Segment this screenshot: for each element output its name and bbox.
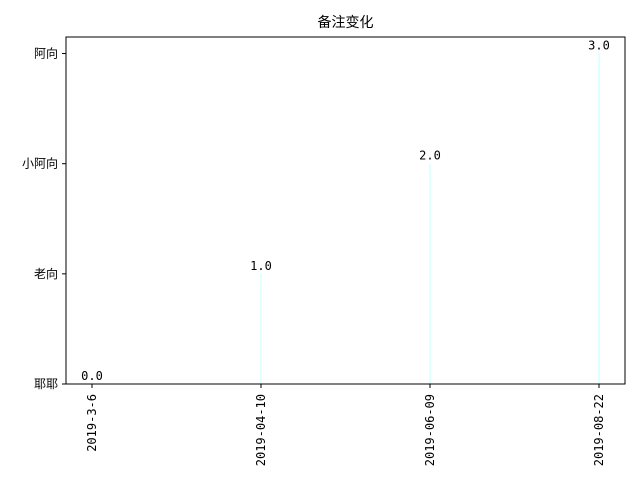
x-tick-label: 2019-06-09: [423, 394, 437, 466]
data-label: 0.0: [81, 369, 103, 383]
y-axis: 耶耶 老向 小阿向 阿向: [22, 46, 66, 391]
bar: [598, 53, 600, 385]
chart-title: 备注变化: [318, 14, 374, 31]
y-tick-label: 小阿向: [22, 156, 58, 171]
y-tick-label: 耶耶: [34, 377, 58, 391]
x-axis: 2019-3-6 2019-04-10 2019-06-09 2019-08-22: [85, 384, 606, 466]
data-label: 1.0: [250, 259, 272, 273]
x-tick-label: 2019-08-22: [592, 394, 606, 466]
plot-frame: [65, 36, 626, 385]
bar-group: [260, 53, 600, 385]
data-label: 3.0: [588, 39, 610, 53]
data-label: 2.0: [419, 149, 441, 163]
x-tick-label: 2019-04-10: [254, 394, 268, 466]
bar: [429, 163, 431, 384]
x-tick-label: 2019-3-6: [85, 394, 99, 452]
y-tick-label: 老向: [34, 266, 58, 281]
y-tick-label: 阿向: [34, 46, 58, 61]
bar: [260, 273, 262, 384]
data-label-group: 0.0 1.0 2.0 3.0: [81, 39, 610, 383]
